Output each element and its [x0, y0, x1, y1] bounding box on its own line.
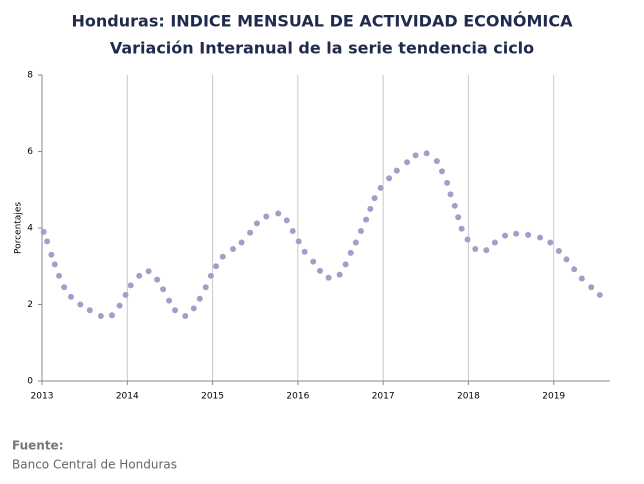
- point: [377, 184, 384, 191]
- point: [455, 214, 462, 221]
- point: [295, 238, 302, 245]
- point: [86, 307, 93, 314]
- point: [502, 232, 509, 239]
- point: [219, 253, 226, 260]
- y-axis-label: Porcentajes: [14, 202, 24, 254]
- point: [588, 284, 595, 291]
- y-tick-label: 6: [27, 147, 33, 157]
- point: [342, 261, 349, 268]
- point: [451, 202, 458, 209]
- point: [472, 246, 479, 253]
- point: [352, 239, 359, 246]
- point: [154, 276, 161, 283]
- point: [483, 247, 490, 254]
- point: [547, 239, 554, 246]
- point: [386, 175, 393, 182]
- point: [263, 213, 270, 220]
- y-tick-label: 8: [27, 71, 33, 81]
- x-tick-label: 2016: [286, 392, 309, 402]
- point: [336, 271, 343, 278]
- point: [433, 158, 440, 165]
- point: [393, 167, 400, 174]
- point: [40, 228, 47, 235]
- point: [596, 291, 603, 298]
- point: [61, 284, 68, 291]
- point: [97, 312, 104, 319]
- point: [347, 249, 354, 256]
- point: [464, 236, 471, 243]
- x-tick-label: 2014: [116, 392, 139, 402]
- point: [182, 312, 189, 319]
- point: [275, 210, 282, 217]
- point: [127, 282, 134, 289]
- x-tick-label: 2019: [542, 392, 565, 402]
- point: [77, 301, 84, 308]
- chart-subtitle: Variación Interanual de la serie tendenc…: [110, 39, 534, 58]
- point: [310, 258, 317, 265]
- point: [283, 217, 290, 224]
- point: [357, 228, 364, 235]
- point: [207, 272, 214, 279]
- point: [190, 305, 197, 312]
- point: [513, 230, 520, 237]
- point: [108, 312, 115, 319]
- point: [160, 286, 167, 293]
- point: [289, 228, 296, 235]
- point: [238, 239, 245, 246]
- point: [423, 150, 430, 157]
- point: [172, 307, 179, 314]
- point: [491, 239, 498, 246]
- point: [166, 297, 173, 304]
- point: [438, 168, 445, 175]
- point: [230, 246, 237, 253]
- point: [578, 275, 585, 282]
- point: [301, 248, 308, 255]
- point: [202, 284, 209, 291]
- point: [253, 220, 260, 227]
- x-tick-label: 2018: [457, 392, 480, 402]
- point: [525, 231, 532, 238]
- y-tick-label: 0: [27, 377, 33, 387]
- point: [56, 272, 63, 279]
- point: [555, 247, 562, 254]
- point: [404, 159, 411, 166]
- chart-title: Honduras: INDICE MENSUAL DE ACTIVIDAD EC…: [72, 12, 574, 31]
- y-tick-label: 4: [27, 224, 33, 234]
- point: [136, 272, 143, 279]
- source: Banco Central de Honduras: [12, 458, 177, 472]
- point: [537, 234, 544, 241]
- point: [196, 295, 203, 302]
- point: [412, 152, 419, 159]
- point: [116, 302, 123, 309]
- point: [367, 205, 374, 212]
- point: [444, 179, 451, 186]
- point: [44, 238, 51, 245]
- x-tick-label: 2017: [372, 392, 395, 402]
- point: [317, 267, 324, 274]
- point: [458, 225, 465, 232]
- point: [563, 256, 570, 263]
- x-tick-label: 2015: [201, 392, 224, 402]
- point: [48, 251, 55, 258]
- source-label: Fuente:: [12, 439, 64, 453]
- point: [122, 291, 129, 298]
- point: [145, 268, 152, 275]
- point: [571, 266, 578, 273]
- point: [363, 216, 370, 223]
- point: [51, 261, 58, 268]
- point: [325, 274, 332, 281]
- point: [247, 229, 254, 236]
- x-tick-label: 2013: [31, 392, 54, 402]
- point: [212, 263, 219, 270]
- point: [67, 293, 74, 300]
- point: [371, 195, 378, 202]
- point: [447, 191, 454, 198]
- y-tick-label: 2: [27, 300, 33, 310]
